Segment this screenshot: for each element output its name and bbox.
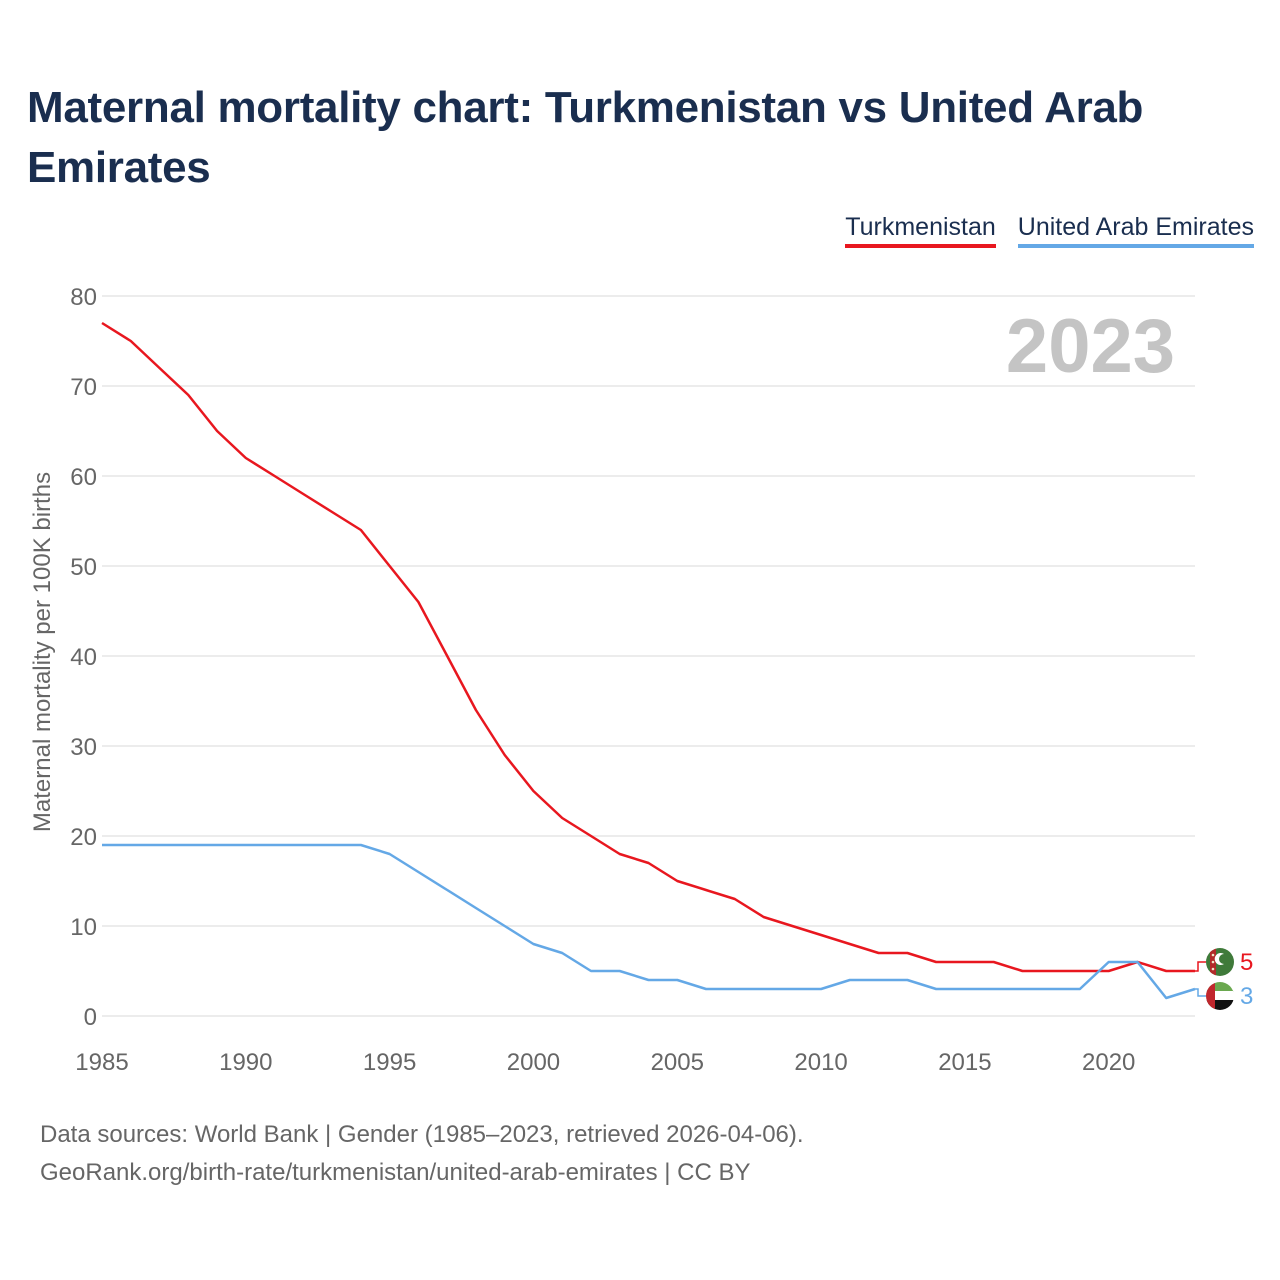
- gridlines: [102, 295, 1195, 1017]
- x-tick-label: 1990: [219, 1049, 272, 1076]
- series-line-turkmenistan[interactable]: [101, 321, 1195, 973]
- y-tick-label: 40: [70, 644, 97, 671]
- x-tick-label: 1985: [75, 1049, 128, 1076]
- x-tick-label: 1995: [363, 1049, 416, 1076]
- x-axis-ticks: 1985 1990 1995 2000 2005 2010 2015 2020: [75, 1049, 1135, 1076]
- x-tick-label: 2005: [651, 1049, 704, 1076]
- end-value-label: 5: [1240, 949, 1253, 976]
- y-tick-label: 0: [84, 1004, 97, 1031]
- footer-link[interactable]: GeoRank.org/birth-rate/turkmenistan/unit…: [40, 1159, 751, 1186]
- turkmenistan-flag-icon: [1206, 948, 1234, 976]
- y-tick-label: 70: [70, 374, 97, 401]
- x-tick-label: 2020: [1082, 1049, 1135, 1076]
- y-tick-label: 80: [70, 284, 97, 311]
- uae-flag-icon: [1206, 982, 1234, 1010]
- legend-item-turkmenistan[interactable]: Turkmenistan: [845, 213, 996, 248]
- end-connector: [1195, 961, 1206, 972]
- end-connectors: [1195, 961, 1206, 997]
- y-tick-label: 30: [70, 734, 97, 761]
- y-tick-label: 10: [70, 914, 97, 941]
- end-value-label: 3: [1240, 983, 1253, 1010]
- x-tick-label: 2015: [938, 1049, 991, 1076]
- chart-title: Maternal mortality chart: Turkmenistan v…: [27, 83, 1144, 192]
- y-tick-label: 20: [70, 824, 97, 851]
- x-tick-label: 2010: [794, 1049, 847, 1076]
- y-axis-label: Maternal mortality per 100K births: [29, 472, 56, 832]
- series-lines: [101, 321, 1196, 1000]
- year-watermark: 2023: [1006, 304, 1175, 389]
- legend: Turkmenistan United Arab Emirates: [845, 213, 1254, 248]
- y-tick-label: 60: [70, 464, 97, 491]
- footer-source: Data sources: World Bank | Gender (1985–…: [40, 1121, 804, 1148]
- end-labels: 53: [1240, 949, 1253, 1010]
- y-tick-label: 50: [70, 554, 97, 581]
- x-tick-label: 2000: [507, 1049, 560, 1076]
- end-connector: [1195, 988, 1206, 997]
- y-axis-ticks: 0 10 20 30 40 50 60 70 80: [70, 284, 97, 1031]
- footer: Data sources: World Bank | Gender (1985–…: [40, 1116, 804, 1192]
- series-line-united-arab-emirates[interactable]: [102, 843, 1196, 1000]
- legend-item-united-arab-emirates[interactable]: United Arab Emirates: [1017, 213, 1254, 248]
